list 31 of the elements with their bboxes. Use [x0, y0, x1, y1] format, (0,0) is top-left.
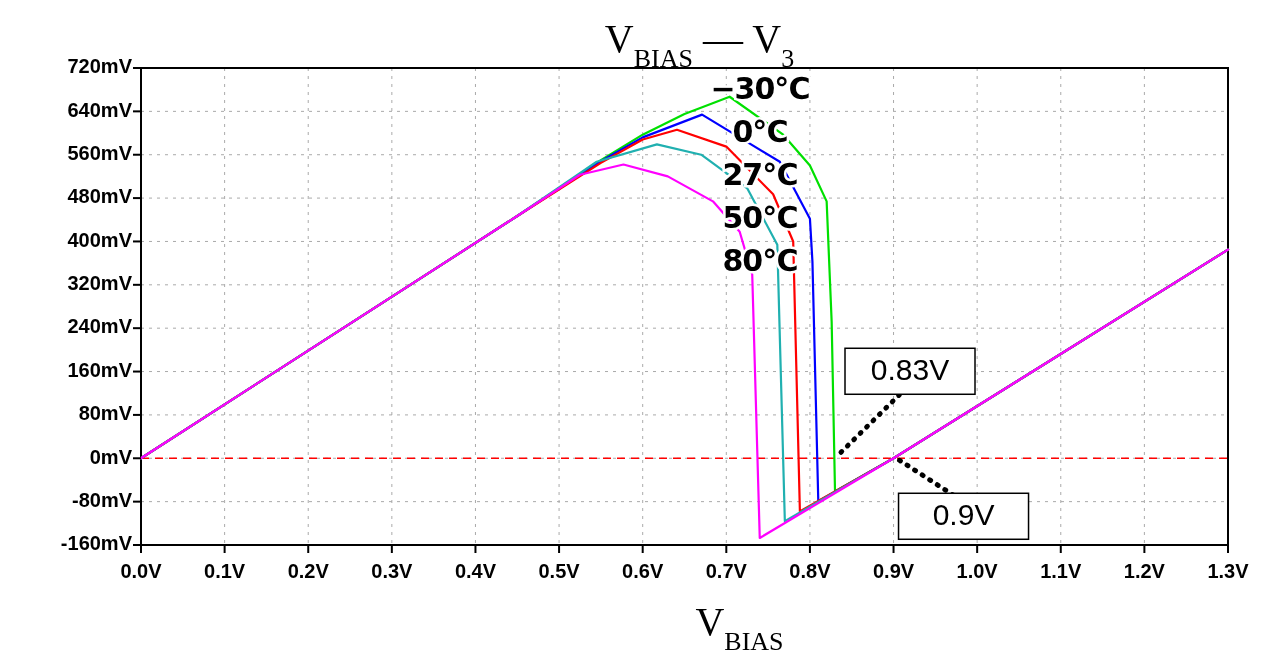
series-label: −30℃: [710, 70, 810, 106]
x-tick-label: 0.7V: [705, 560, 748, 582]
y-tick-label: 480mV: [67, 185, 133, 208]
x-tick-label: 0.4V: [454, 560, 497, 582]
chart-title: V$_{BIAS}$ — V$_{3}$: [604, 16, 795, 73]
annotation: 0.9V: [932, 498, 995, 532]
x-tick-label: 0.2V: [287, 560, 330, 582]
y-tick-label: -80mV: [71, 488, 133, 511]
x-tick-label: 0.9V: [872, 560, 915, 582]
y-tick-label: 640mV: [67, 98, 133, 121]
y-tick-label: 80mV: [78, 402, 133, 425]
x-tick-label: 0.6V: [622, 560, 664, 582]
y-tick-label: 720mV: [67, 55, 133, 78]
x-tick-label: 0.0V: [120, 560, 163, 582]
y-tick-label: 560mV: [67, 142, 133, 165]
x-axis-title: V$_{BIAS}$: [695, 599, 784, 656]
y-tick-label: -160mV: [60, 532, 133, 555]
y-tick-label: 240mV: [67, 315, 133, 338]
x-tick-label: 0.5V: [538, 560, 581, 582]
x-tick-label: 0.8V: [789, 560, 832, 582]
y-tick-label: 0mV: [89, 445, 133, 468]
x-tick-label: 1.2V: [1123, 560, 1166, 582]
y-tick-label: 160mV: [67, 358, 133, 381]
x-tick-label: 0.1V: [204, 560, 246, 582]
x-tick-label: 1.0V: [956, 560, 999, 582]
annotation: 0.83V: [870, 353, 950, 387]
x-tick-label: 1.3V: [1207, 560, 1250, 582]
x-tick-label: 1.1V: [1040, 560, 1082, 582]
y-tick-label: 400mV: [67, 228, 133, 251]
x-tick-label: 0.3V: [371, 560, 414, 582]
y-tick-label: 320mV: [67, 272, 133, 295]
